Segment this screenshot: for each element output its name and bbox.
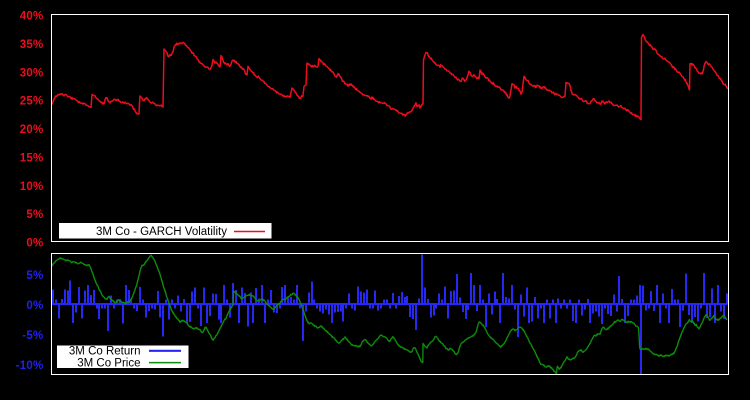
svg-text:3M Co Price: 3M Co Price	[77, 357, 140, 369]
svg-text:20%: 20%	[20, 124, 44, 136]
svg-text:40%: 40%	[20, 11, 44, 23]
svg-text:5%: 5%	[26, 209, 43, 221]
svg-text:0%: 0%	[26, 300, 43, 312]
svg-text:5%: 5%	[26, 270, 43, 282]
svg-text:25%: 25%	[20, 96, 44, 108]
svg-text:0%: 0%	[26, 238, 43, 250]
svg-text:10%: 10%	[20, 181, 44, 193]
svg-text:3M Co - GARCH Volatility: 3M Co - GARCH Volatility	[96, 226, 227, 238]
svg-text:-5%: -5%	[22, 330, 43, 342]
svg-text:35%: 35%	[20, 39, 44, 51]
svg-text:3M Co Return: 3M Co Return	[69, 346, 141, 358]
svg-text:30%: 30%	[20, 67, 44, 79]
svg-text:15%: 15%	[20, 152, 44, 164]
svg-text:-10%: -10%	[16, 360, 44, 372]
